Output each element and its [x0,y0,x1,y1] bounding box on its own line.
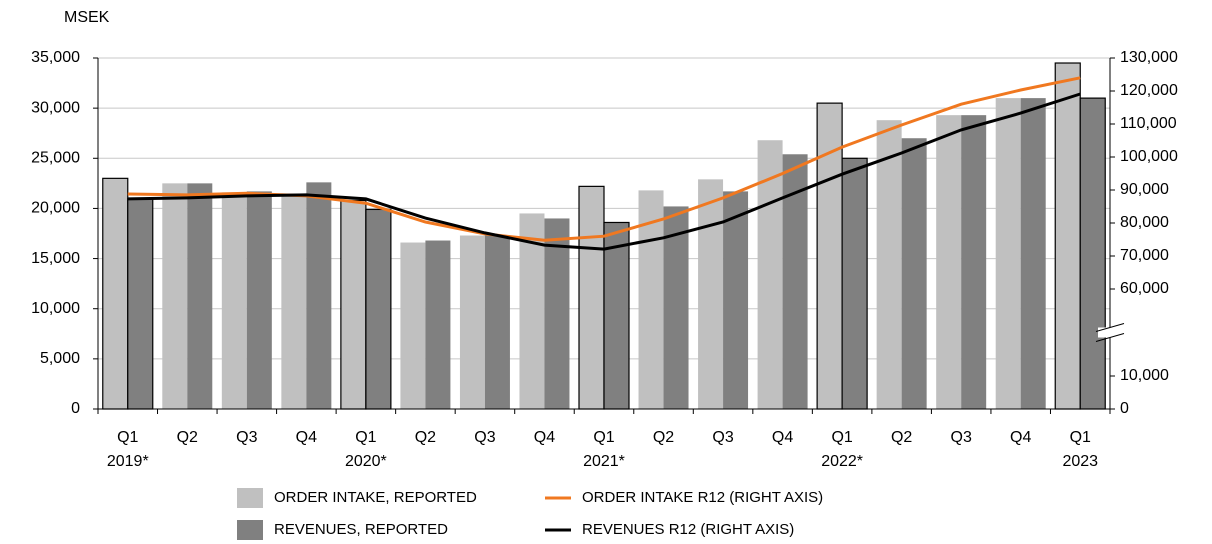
x-tick-label: Q4 [772,429,793,446]
x-tick-label: Q3 [474,429,495,446]
bar [578,185,605,410]
line [127,92,1081,251]
bar [484,235,510,409]
x-tick-label: Q2 [177,429,198,446]
bar [127,197,154,410]
x-year-label: 2019* [107,453,149,470]
bar [246,191,272,409]
y2-tick-label: 130,000 [1120,49,1178,66]
bar [425,240,451,409]
bar [365,208,392,410]
x-tick-label: Q2 [653,429,674,446]
legend-label: REVENUES, REPORTED [274,521,448,538]
legend-swatch [237,520,263,540]
bar [102,177,129,410]
y-tick-label: 15,000 [31,250,80,267]
legend-label: ORDER INTAKE, REPORTED [274,489,477,506]
y2-tick-label: 120,000 [1120,82,1178,99]
bar [876,120,902,410]
x-tick-label: Q4 [296,429,317,446]
bar [961,115,987,410]
x-tick-label: Q2 [415,429,436,446]
x-tick-label: Q3 [236,429,257,446]
bar [638,190,664,409]
y2-tick-label: 70,000 [1120,247,1169,264]
y2-tick-label: 80,000 [1120,214,1169,231]
bar [519,213,545,409]
y-tick-label: 25,000 [31,150,80,167]
y2-tick-label: 90,000 [1120,181,1169,198]
axis-break [1095,333,1125,342]
bar [936,115,962,410]
y-tick-label: 30,000 [31,99,80,116]
legend-swatch [237,488,263,508]
bar [757,140,783,409]
bar [663,206,689,409]
y2-tick-label: 100,000 [1120,148,1178,165]
bar [723,191,749,409]
y-tick-label: 5,000 [40,350,80,367]
bar [841,157,868,410]
x-tick-label: Q3 [712,429,733,446]
bar [306,182,332,409]
bar [1079,97,1106,410]
bar [162,183,188,409]
bar [459,235,485,409]
bar [544,218,570,409]
x-year-label: 2021* [583,453,625,470]
x-tick-label: Q4 [1010,429,1031,446]
bar [698,179,724,409]
bar [281,193,307,409]
x-tick-label: Q1 [355,429,376,446]
y-tick-label: 0 [71,400,80,417]
bar [187,183,213,409]
bar [603,221,630,410]
axis-break [1095,323,1125,332]
x-year-label: 2022* [821,453,863,470]
x-tick-label: Q1 [1070,429,1091,446]
y2-tick-label: 10,000 [1120,367,1169,384]
unit-label: MSEK [64,9,110,26]
bar [340,199,367,410]
x-tick-label: Q2 [891,429,912,446]
x-year-label: 2023 [1062,453,1098,470]
bar [1020,98,1046,409]
y-tick-label: 20,000 [31,200,80,217]
x-tick-label: Q1 [117,429,138,446]
x-tick-label: Q1 [593,429,614,446]
axis-break [1098,327,1122,338]
x-tick-label: Q1 [831,429,852,446]
bar [901,138,927,409]
legend-label: REVENUES R12 (RIGHT AXIS) [582,521,794,538]
y2-tick-label: 60,000 [1120,280,1169,297]
x-year-label: 2020* [345,453,387,470]
x-tick-label: Q4 [534,429,555,446]
y2-tick-label: 110,000 [1120,115,1177,132]
y-tick-label: 10,000 [31,300,80,317]
bar [1054,62,1081,410]
bar [221,192,247,409]
bar [400,242,426,409]
legend-label: ORDER INTAKE R12 (RIGHT AXIS) [582,489,823,506]
y2-tick-label: 0 [1120,400,1129,417]
bar [995,98,1021,409]
x-tick-label: Q3 [951,429,972,446]
y-tick-label: 35,000 [31,49,80,66]
